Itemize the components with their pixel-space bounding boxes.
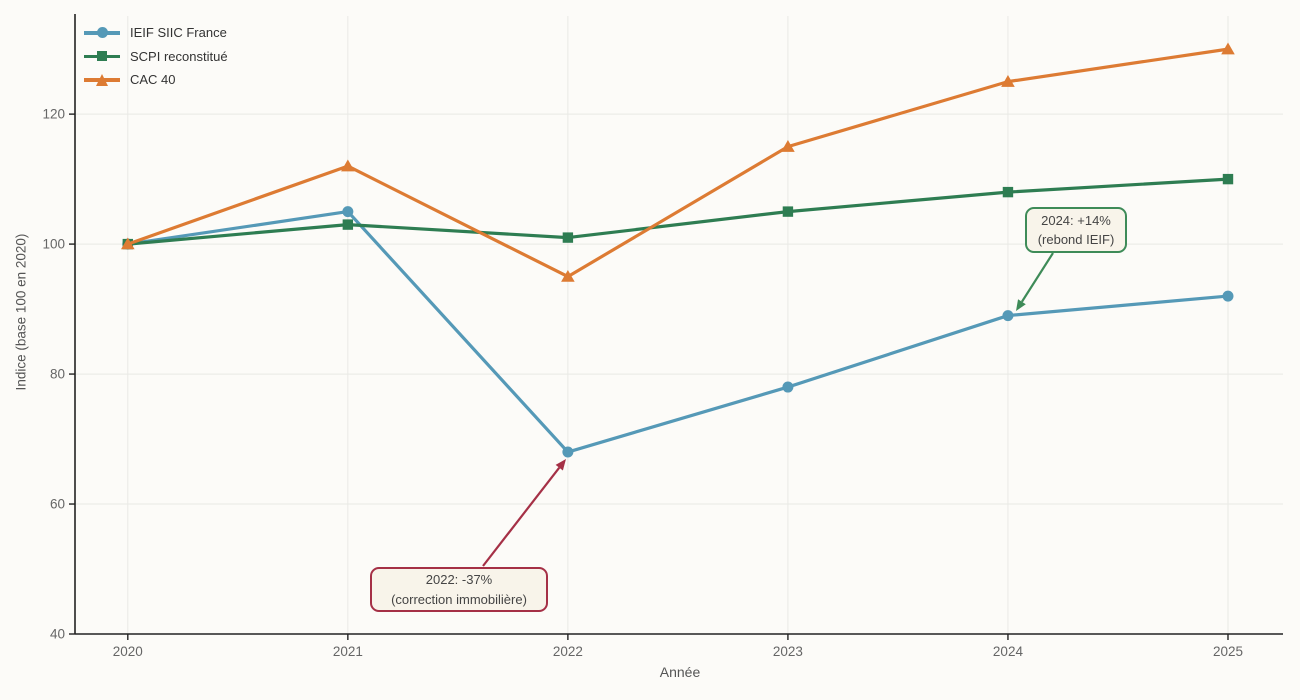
data-point-triangle <box>561 269 575 282</box>
annotation-text-line: (rebond IEIF) <box>1037 232 1115 247</box>
data-point-square <box>1222 173 1234 185</box>
y-tick-label: 120 <box>42 107 65 122</box>
annotation-text-line: 2024: +14% <box>1041 212 1111 228</box>
annotation-text-line: 2022: -37% <box>425 572 493 588</box>
y-tick-label: 60 <box>50 497 65 512</box>
annotation-2024-rebound: 2024: +14% (rebond IEIF) <box>1025 207 1127 253</box>
y-tick-label: 80 <box>50 367 65 382</box>
data-point-circle <box>562 446 574 458</box>
y-tick-label: 100 <box>42 237 65 252</box>
data-point-square <box>562 232 574 243</box>
data-point-square <box>1002 186 1014 198</box>
data-point-circle <box>1222 290 1234 302</box>
series-line <box>127 47 1229 279</box>
data-point-square <box>782 206 794 217</box>
data-point-triangle <box>781 140 795 152</box>
x-tick-label: 2021 <box>333 644 363 659</box>
data-point-triangle <box>341 159 355 172</box>
y-axis-title: Indice (base 100 en 2020) <box>13 233 29 391</box>
legend-label: SCPI reconstitué <box>130 48 228 64</box>
x-tick-label: 2022 <box>553 644 583 659</box>
series-line <box>127 210 1229 454</box>
legend-item-ieif: IEIF SIIC France <box>84 21 228 45</box>
legend-item-cac40: CAC 40 <box>84 68 228 92</box>
legend-label: CAC 40 <box>130 72 176 88</box>
legend-line-marker-icon <box>84 26 120 40</box>
annotation-arrow-line <box>482 467 561 567</box>
annotation-2022-drop: 2022: -37% (correction immobilière) <box>370 567 548 612</box>
y-tick-label: 40 <box>50 627 65 642</box>
legend-item-scpi: SCPI reconstitué <box>84 45 228 69</box>
legend-line-marker-icon <box>84 73 120 87</box>
data-point-circle <box>1002 310 1014 322</box>
data-point-circle <box>342 206 354 218</box>
annotation-text-line: (correction immobilière) <box>391 591 527 607</box>
data-point-triangle <box>121 237 135 250</box>
x-tick-label: 2025 <box>1213 644 1243 659</box>
annotation-arrowhead-icon <box>1016 299 1026 311</box>
legend: IEIF SIIC France SCPI reconstitué CAC 40 <box>84 21 228 92</box>
legend-line-marker-icon <box>84 49 120 63</box>
data-point-triangle <box>1221 42 1235 55</box>
x-tick-label: 2023 <box>773 644 803 659</box>
data-point-square <box>342 219 354 230</box>
data-point-triangle <box>1001 75 1015 87</box>
x-axis-title: Année <box>659 664 701 680</box>
x-tick-label: 2020 <box>113 644 143 659</box>
data-point-circle <box>782 381 794 393</box>
annotation-arrowhead-icon <box>555 459 566 471</box>
annotation-arrow-line <box>1020 252 1054 303</box>
legend-label: IEIF SIIC France <box>130 25 227 41</box>
series-line <box>127 177 1229 246</box>
x-tick-label: 2024 <box>993 644 1024 659</box>
